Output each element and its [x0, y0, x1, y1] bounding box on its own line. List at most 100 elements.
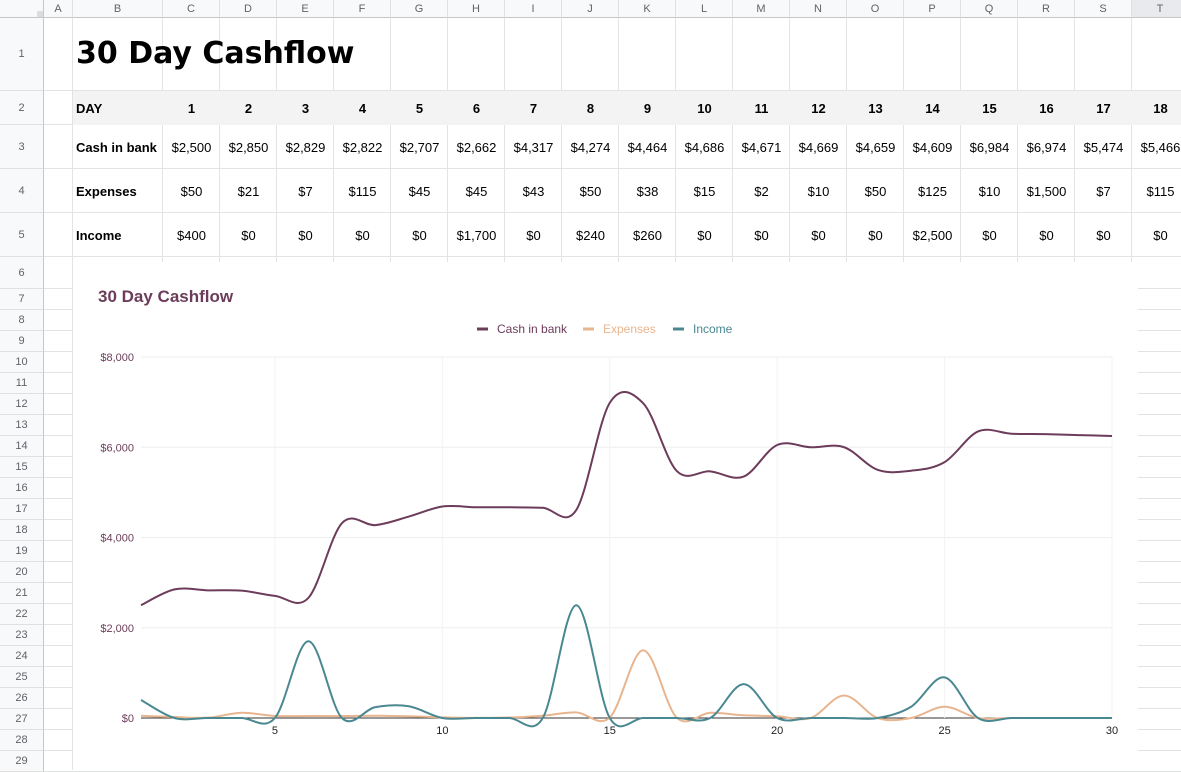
value-cell[interactable]: $0 — [241, 227, 256, 243]
value-cell[interactable]: $2,500 — [912, 227, 953, 243]
value-cell[interactable]: $15 — [693, 183, 716, 199]
column-header-I[interactable]: I — [505, 0, 562, 18]
row-header-6[interactable]: 6 — [0, 257, 44, 289]
column-header-A[interactable]: A — [44, 0, 73, 18]
row-header-5[interactable]: 5 — [0, 213, 44, 257]
column-header-S[interactable]: S — [1075, 0, 1132, 18]
row-header-13[interactable]: 13 — [0, 415, 44, 436]
row-header-20[interactable]: 20 — [0, 562, 44, 583]
value-cell[interactable]: $0 — [1153, 227, 1168, 243]
value-cell[interactable]: $2,829 — [285, 139, 326, 155]
row-header-15[interactable]: 15 — [0, 457, 44, 478]
row-header-21[interactable]: 21 — [0, 583, 44, 604]
value-cell[interactable]: $4,686 — [684, 139, 725, 155]
day-number-cell[interactable]: 11 — [754, 100, 769, 116]
row-header-2[interactable]: 2 — [0, 91, 44, 125]
value-cell[interactable]: $45 — [408, 183, 431, 199]
value-cell[interactable]: $6,974 — [1026, 139, 1067, 155]
value-cell[interactable]: $38 — [636, 183, 659, 199]
value-cell[interactable]: $0 — [754, 227, 769, 243]
column-header-N[interactable]: N — [790, 0, 847, 18]
column-header-R[interactable]: R — [1018, 0, 1075, 18]
chart-container[interactable] — [73, 262, 1138, 770]
value-cell[interactable]: $115 — [348, 183, 377, 199]
day-number-cell[interactable]: 4 — [358, 100, 367, 116]
value-cell[interactable]: $125 — [918, 183, 947, 199]
day-number-cell[interactable]: 8 — [586, 100, 595, 116]
day-number-cell[interactable]: 17 — [1096, 100, 1111, 116]
value-cell[interactable]: $0 — [811, 227, 826, 243]
day-number-cell[interactable]: 18 — [1153, 100, 1168, 116]
row-label-cell[interactable]: Expenses — [76, 183, 137, 199]
row-label-cell[interactable]: Cash in bank — [76, 139, 157, 155]
row-header-25[interactable]: 25 — [0, 667, 44, 688]
value-cell[interactable]: $1,700 — [456, 227, 497, 243]
column-header-K[interactable]: K — [619, 0, 676, 18]
value-cell[interactable]: $4,609 — [912, 139, 953, 155]
day-number-cell[interactable]: 16 — [1039, 100, 1054, 116]
row-header-1[interactable]: 1 — [0, 18, 44, 91]
value-cell[interactable]: $50 — [180, 183, 203, 199]
select-all-corner[interactable] — [0, 0, 44, 18]
value-cell[interactable]: $400 — [177, 227, 206, 243]
value-cell[interactable]: $7 — [298, 183, 313, 199]
value-cell[interactable]: $21 — [237, 183, 260, 199]
value-cell[interactable]: $2,707 — [399, 139, 440, 155]
row-header-28[interactable]: 28 — [0, 730, 44, 751]
row-header-4[interactable]: 4 — [0, 169, 44, 213]
value-cell[interactable]: $7 — [1096, 183, 1111, 199]
value-cell[interactable]: $2,822 — [342, 139, 383, 155]
row-header-29[interactable]: 29 — [0, 751, 44, 772]
row-label-cell[interactable]: Income — [76, 227, 122, 243]
row-header-7[interactable]: 7 — [0, 289, 44, 310]
day-number-cell[interactable]: 7 — [529, 100, 538, 116]
row-header-9[interactable]: 9 — [0, 331, 44, 352]
column-header-L[interactable]: L — [676, 0, 733, 18]
value-cell[interactable]: $2,500 — [171, 139, 212, 155]
value-cell[interactable]: $4,669 — [798, 139, 839, 155]
row-header-16[interactable]: 16 — [0, 478, 44, 499]
value-cell[interactable]: $45 — [465, 183, 488, 199]
day-number-cell[interactable]: 5 — [415, 100, 424, 116]
row-header-23[interactable]: 23 — [0, 625, 44, 646]
column-header-O[interactable]: O — [847, 0, 904, 18]
row-header-19[interactable]: 19 — [0, 541, 44, 562]
value-cell[interactable]: $4,659 — [855, 139, 896, 155]
value-cell[interactable]: $10 — [807, 183, 830, 199]
value-cell[interactable]: $4,317 — [513, 139, 554, 155]
row-header-8[interactable]: 8 — [0, 310, 44, 331]
value-cell[interactable]: $4,464 — [627, 139, 668, 155]
value-cell[interactable]: $10 — [978, 183, 1001, 199]
value-cell[interactable]: $50 — [579, 183, 602, 199]
column-header-G[interactable]: G — [391, 0, 448, 18]
value-cell[interactable]: $1,500 — [1026, 183, 1067, 199]
row-header-18[interactable]: 18 — [0, 520, 44, 541]
value-cell[interactable]: $2 — [754, 183, 769, 199]
row-header-24[interactable]: 24 — [0, 646, 44, 667]
value-cell[interactable]: $5,466 — [1140, 139, 1181, 155]
column-header-F[interactable]: F — [334, 0, 391, 18]
column-header-C[interactable]: C — [163, 0, 220, 18]
row-header-22[interactable]: 22 — [0, 604, 44, 625]
value-cell[interactable]: $0 — [982, 227, 997, 243]
column-header-M[interactable]: M — [733, 0, 790, 18]
row-header-17[interactable]: 17 — [0, 499, 44, 520]
day-number-cell[interactable]: 6 — [472, 100, 481, 116]
day-number-cell[interactable]: 10 — [697, 100, 712, 116]
column-header-Q[interactable]: Q — [961, 0, 1018, 18]
column-header-T[interactable]: T — [1132, 0, 1181, 18]
column-header-H[interactable]: H — [448, 0, 505, 18]
column-header-P[interactable]: P — [904, 0, 961, 18]
value-cell[interactable]: $4,274 — [570, 139, 611, 155]
row-header-11[interactable]: 11 — [0, 373, 44, 394]
value-cell[interactable]: $260 — [633, 227, 662, 243]
day-number-cell[interactable]: 9 — [643, 100, 652, 116]
day-number-cell[interactable]: 2 — [244, 100, 253, 116]
value-cell[interactable]: $0 — [412, 227, 427, 243]
column-header-B[interactable]: B — [73, 0, 163, 18]
value-cell[interactable]: $0 — [1096, 227, 1111, 243]
row-header-12[interactable]: 12 — [0, 394, 44, 415]
day-number-cell[interactable]: 13 — [868, 100, 883, 116]
row-header-27[interactable]: 27 — [0, 709, 44, 730]
value-cell[interactable]: $0 — [355, 227, 370, 243]
